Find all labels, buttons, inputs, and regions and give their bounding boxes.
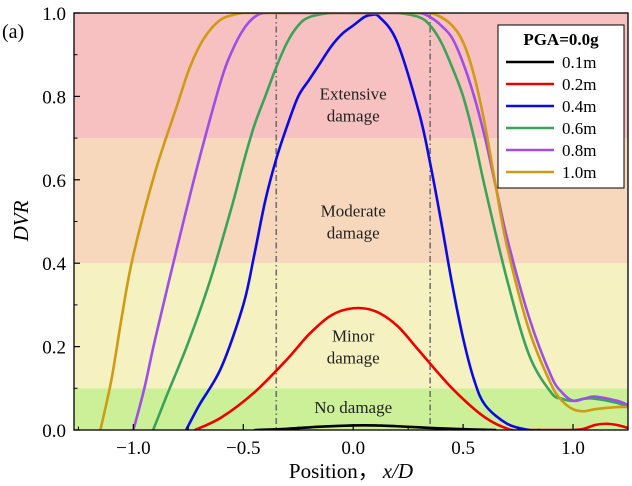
y-tick-label: 1.0 xyxy=(42,4,66,25)
zone-label-line: Minor xyxy=(332,327,375,346)
y-axis-title: DVR xyxy=(9,200,33,242)
zone-label-line: Moderate xyxy=(321,202,386,221)
y-tick-label: 0.8 xyxy=(42,87,66,108)
panel-label: (a) xyxy=(2,21,24,43)
x-tick-label: 0.5 xyxy=(451,438,475,459)
series-lines xyxy=(99,13,628,430)
x-tick-label: 1.0 xyxy=(561,438,585,459)
series-line-0-2m xyxy=(194,306,628,430)
x-tick-label: −0.5 xyxy=(226,438,260,459)
series-line-0-4m xyxy=(184,13,541,430)
legend-title: PGA=0.0g xyxy=(523,30,599,49)
y-tick-label: 0.2 xyxy=(42,338,66,359)
legend-label-1-0m: 1.0m xyxy=(562,163,596,182)
zone-label-line: damage xyxy=(327,107,380,126)
legend-label-0-2m: 0.2m xyxy=(562,75,596,94)
legend: PGA=0.0g 0.1m 0.2m 0.4m 0.6m 0.8m 1.0m xyxy=(497,24,625,189)
reference-lines xyxy=(275,13,431,430)
zone-label-minor-damage: Minor damage xyxy=(327,327,380,368)
legend-label-0-4m: 0.4m xyxy=(562,97,596,116)
zone-label-line: damage xyxy=(327,224,380,243)
zone-label-extensive-damage: Extensive damage xyxy=(320,85,387,126)
zone-label-line: Extensive xyxy=(320,85,387,104)
y-tick-label: 0.4 xyxy=(42,254,66,275)
x-axis-title-text: Position， xyxy=(289,459,379,483)
legend-label-0-8m: 0.8m xyxy=(562,141,596,160)
zone-label-line: No damage xyxy=(314,398,392,417)
series-line-0-1m xyxy=(254,423,497,430)
x-tick-label: −1.0 xyxy=(116,438,150,459)
series-line-1-0m xyxy=(99,13,628,430)
legend-label-0-6m: 0.6m xyxy=(562,119,596,138)
y-tick-label: 0.0 xyxy=(42,421,66,442)
x-tick-label: 0.0 xyxy=(341,438,365,459)
axis-ticks: −1.0 −0.5 0.0 0.5 1.0 0.0 0.2 0.4 0.6 0.8 1.0 xyxy=(42,4,629,459)
zone-label-moderate-damage: Moderate damage xyxy=(321,202,386,243)
series-line-0-8m xyxy=(132,13,628,430)
x-axis-title-var: x/D xyxy=(382,459,413,483)
y-tick-label: 0.6 xyxy=(42,171,66,192)
zone-label-no-damage: No damage xyxy=(314,398,392,417)
x-axis-title: Position， x/D xyxy=(289,459,413,483)
zone-label-line: damage xyxy=(327,349,380,368)
legend-label-0-1m: 0.1m xyxy=(562,53,596,72)
